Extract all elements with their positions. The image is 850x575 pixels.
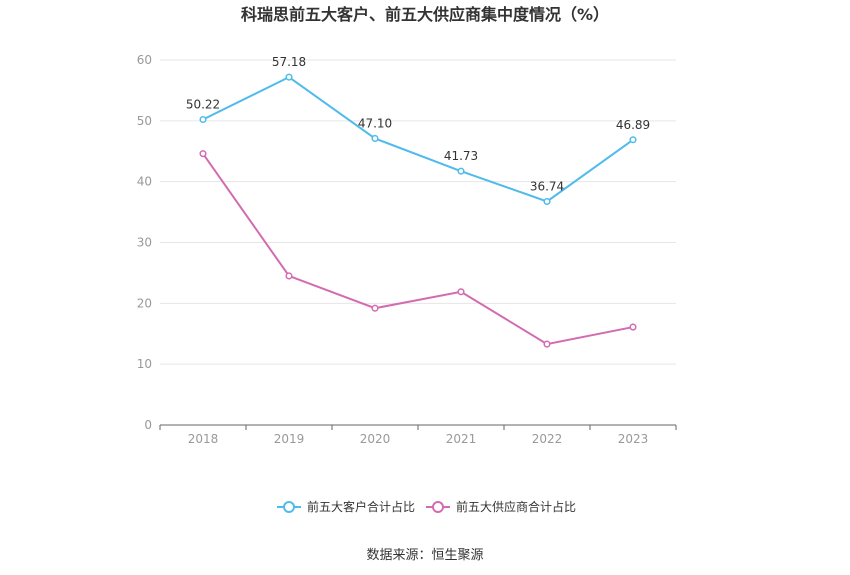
- y-tick-label: 10: [137, 357, 152, 371]
- data-label: 50.22: [186, 97, 220, 111]
- y-tick-label: 0: [144, 418, 152, 432]
- legend-label: 前五大供应商合计占比: [456, 499, 576, 514]
- data-point[interactable]: [629, 323, 637, 331]
- data-point[interactable]: [199, 115, 207, 124]
- data-label: 46.89: [616, 118, 650, 132]
- legend-item-1[interactable]: 前五大客户合计占比: [277, 499, 415, 514]
- x-tick-label: 2020: [360, 432, 391, 446]
- data-point[interactable]: [371, 304, 379, 312]
- data-point[interactable]: [457, 167, 465, 175]
- data-point[interactable]: [285, 73, 293, 81]
- series-2: [199, 150, 637, 348]
- data-point[interactable]: [457, 288, 465, 296]
- x-tick-label: 2021: [446, 432, 477, 446]
- data-point[interactable]: [199, 150, 207, 158]
- y-tick-label: 20: [137, 296, 152, 310]
- series-1: 50.22 57.18 47.10 41.73 36.74 46.89: [186, 55, 650, 206]
- legend-marker: [432, 501, 444, 513]
- data-label: 41.73: [444, 149, 478, 163]
- y-tick-label: 60: [137, 53, 152, 67]
- legend-marker: [283, 501, 295, 513]
- x-tick-label: 2018: [188, 432, 219, 446]
- data-label: 36.74: [530, 179, 564, 193]
- y-tick-label: 40: [137, 175, 152, 189]
- legend-item-2[interactable]: 前五大供应商合计占比: [426, 499, 576, 514]
- legend[interactable]: 前五大客户合计占比 前五大供应商合计占比: [277, 499, 576, 514]
- data-point[interactable]: [285, 272, 293, 280]
- series-line: [202, 75, 634, 203]
- data-label: 57.18: [272, 55, 306, 69]
- series-layer: 50.22 57.18 47.10 41.73 36.74 46.89: [186, 55, 650, 348]
- y-tick-label: 50: [137, 114, 152, 128]
- y-tick-label: 30: [137, 236, 152, 250]
- data-source: 数据来源：恒生聚源: [366, 548, 483, 563]
- data-point[interactable]: [629, 136, 637, 144]
- data-point[interactable]: [543, 340, 551, 348]
- x-tick-label: 2022: [532, 432, 563, 446]
- x-tick-label: 2023: [618, 432, 649, 446]
- legend-label: 前五大客户合计占比: [307, 499, 415, 514]
- data-label: 47.10: [358, 116, 392, 130]
- x-axis: 2018 2019 2020 2021 2022 2023: [159, 424, 677, 446]
- chart-title: 科瑞思前五大客户、前五大供应商集中度情况（%）: [241, 5, 609, 24]
- grid: [160, 59, 676, 365]
- x-tick-label: 2019: [274, 432, 305, 446]
- data-point[interactable]: [371, 134, 379, 143]
- series-line: [202, 153, 634, 346]
- data-point[interactable]: [543, 197, 551, 206]
- y-axis: 0 10 20 30 40 50 60: [137, 53, 152, 432]
